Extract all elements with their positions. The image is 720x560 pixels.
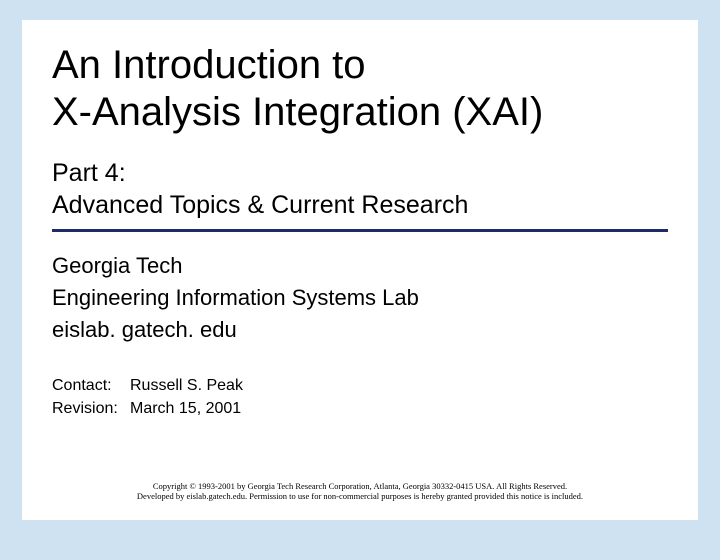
contact-value: Russell S. Peak bbox=[130, 374, 243, 397]
title-divider bbox=[52, 229, 668, 232]
revision-label: Revision: bbox=[52, 397, 130, 420]
slide-subtitle: Part 4: Advanced Topics & Current Resear… bbox=[52, 158, 668, 227]
slide-title: An Introduction to X-Analysis Integratio… bbox=[52, 42, 668, 136]
affil-line-1: Georgia Tech bbox=[52, 253, 182, 278]
revision-value: March 15, 2001 bbox=[130, 397, 241, 420]
copyright-line-1: Copyright © 1993-2001 by Georgia Tech Re… bbox=[153, 481, 567, 491]
affil-line-3: eislab. gatech. edu bbox=[52, 317, 237, 342]
revision-row: Revision: March 15, 2001 bbox=[52, 397, 668, 420]
title-line-1: An Introduction to bbox=[52, 43, 366, 87]
contact-label: Contact: bbox=[52, 374, 130, 397]
copyright-block: Copyright © 1993-2001 by Georgia Tech Re… bbox=[52, 481, 668, 506]
affiliation-block: Georgia Tech Engineering Information Sys… bbox=[52, 250, 668, 346]
subtitle-line-1: Part 4: bbox=[52, 159, 126, 187]
affil-line-2: Engineering Information Systems Lab bbox=[52, 285, 419, 310]
subtitle-line-2: Advanced Topics & Current Research bbox=[52, 191, 468, 219]
slide: An Introduction to X-Analysis Integratio… bbox=[22, 20, 698, 520]
contact-row: Contact: Russell S. Peak bbox=[52, 374, 668, 397]
title-line-2: X-Analysis Integration (XAI) bbox=[52, 90, 543, 134]
meta-block: Contact: Russell S. Peak Revision: March… bbox=[52, 374, 668, 420]
copyright-line-2: Developed by eislab.gatech.edu. Permissi… bbox=[137, 491, 583, 501]
